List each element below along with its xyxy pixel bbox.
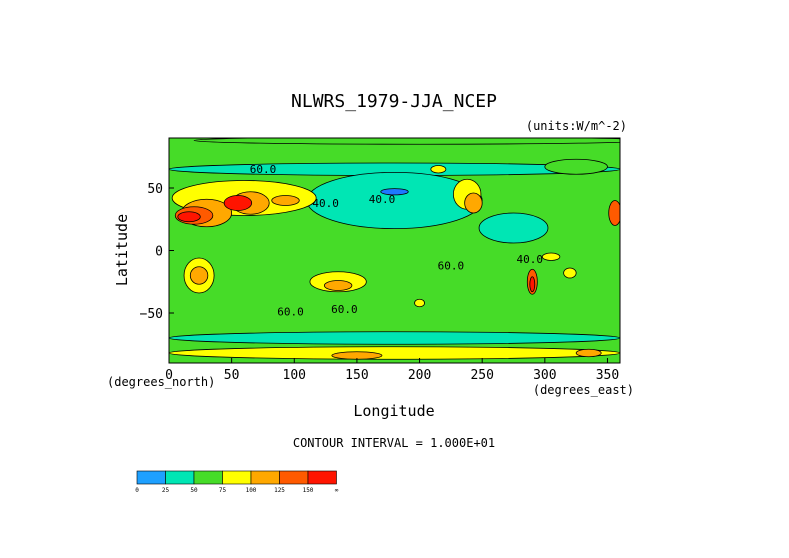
contour-region-14 <box>464 192 483 214</box>
legend-threshold-6: 150 <box>303 487 314 494</box>
legend-threshold-1: 25 <box>162 487 170 494</box>
contour-label-0: 60.0 <box>250 163 277 176</box>
y-tick-label--50: −50 <box>140 307 163 322</box>
contour-region-9 <box>177 211 201 223</box>
contour-region-5 <box>478 212 549 244</box>
x-axis-label: Longitude <box>353 402 434 420</box>
legend-threshold-4: 100 <box>246 487 257 494</box>
legend-swatch-2 <box>193 470 223 485</box>
x-tick-label-350: 350 <box>596 368 619 383</box>
y-tick-label-0: 0 <box>155 245 163 260</box>
contour-label-6: 60.0 <box>331 303 358 316</box>
contour-label-3: 60.0 <box>438 259 465 272</box>
contour-label-5: 60.0 <box>277 306 304 319</box>
x-tick-label-250: 250 <box>470 368 493 383</box>
legend-swatch-6 <box>307 470 337 485</box>
x-tick-label-150: 150 <box>345 368 368 383</box>
x-tick-label-100: 100 <box>283 368 306 383</box>
units-label: (units:W/m^-2) <box>526 119 627 133</box>
contour-region-25 <box>430 165 447 174</box>
legend-swatch-3 <box>222 470 252 485</box>
contour-region-24 <box>541 252 561 261</box>
legend-swatch-0 <box>136 470 166 485</box>
contour-region-21 <box>529 276 536 293</box>
x-tick-label-0: 0 <box>165 368 173 383</box>
contour-interval-text: CONTOUR INTERVAL = 1.000E+01 <box>293 436 495 450</box>
y-axis-label: Latitude <box>113 214 131 286</box>
legend-threshold-3: 75 <box>219 487 227 494</box>
contour-region-2 <box>544 158 608 175</box>
contour-region-26 <box>169 331 620 345</box>
chart-title: NLWRS_1979-JJA_NCEP <box>291 91 497 112</box>
y-unit-label: (degrees_north) <box>107 375 215 389</box>
contour-region-29 <box>575 348 602 358</box>
contour-region-0 <box>193 138 620 145</box>
legend-swatch-5 <box>279 470 309 485</box>
x-tick-label-200: 200 <box>408 368 431 383</box>
legend-threshold-2: 50 <box>190 487 198 494</box>
legend-threshold-7: ∞ <box>335 487 339 494</box>
color-legend: 0 25 50 75 100 125 150 ∞ <box>135 470 339 494</box>
x-tick-label-300: 300 <box>533 368 556 383</box>
contour-label-4: 40.0 <box>517 253 544 266</box>
contour-region-27 <box>169 346 620 360</box>
x-unit-label: (degrees_east) <box>533 383 634 397</box>
legend-threshold-0: 0 <box>135 487 139 494</box>
contour-region-11 <box>223 195 253 211</box>
contour-region-19 <box>323 280 353 291</box>
legend-swatch-1 <box>165 470 195 485</box>
contour-region-12 <box>271 195 300 206</box>
contour-region-17 <box>189 266 209 285</box>
plot-area: 60.0 40.0 40.0 60.0 40.0 60.0 60.0 <box>168 137 621 364</box>
legend-threshold-5: 125 <box>274 487 285 494</box>
y-tick-label-50: 50 <box>147 182 163 197</box>
contour-label-1: 40.0 <box>312 197 339 210</box>
contour-region-4 <box>380 188 409 196</box>
x-tick-label-50: 50 <box>224 368 240 383</box>
contour-label-2: 40.0 <box>369 193 396 206</box>
contour-region-22 <box>563 267 577 279</box>
contour-region-23 <box>414 298 425 308</box>
legend-swatch-4 <box>250 470 280 485</box>
contour-region-15 <box>608 200 620 226</box>
